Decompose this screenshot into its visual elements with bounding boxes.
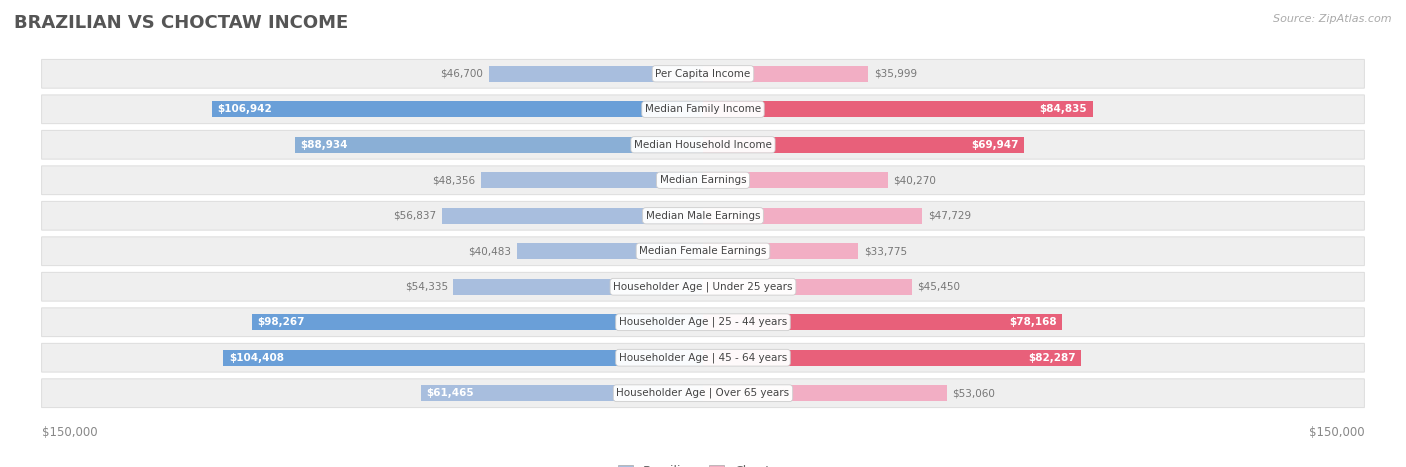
FancyBboxPatch shape: [42, 166, 1364, 195]
Text: $56,837: $56,837: [394, 211, 436, 221]
Bar: [703, 172, 889, 188]
Text: Median Female Earnings: Median Female Earnings: [640, 246, 766, 256]
Text: Median Male Earnings: Median Male Earnings: [645, 211, 761, 221]
Bar: [703, 66, 869, 82]
Bar: [703, 137, 1024, 153]
Text: $40,483: $40,483: [468, 246, 512, 256]
Text: $54,335: $54,335: [405, 282, 449, 292]
Text: $69,947: $69,947: [972, 140, 1019, 150]
FancyBboxPatch shape: [42, 95, 1364, 124]
FancyBboxPatch shape: [42, 130, 1364, 159]
Bar: [481, 172, 703, 188]
Text: BRAZILIAN VS CHOCTAW INCOME: BRAZILIAN VS CHOCTAW INCOME: [14, 14, 349, 32]
Bar: [703, 279, 911, 295]
Bar: [703, 243, 858, 259]
Bar: [420, 385, 703, 401]
Bar: [517, 243, 703, 259]
Text: $150,000: $150,000: [42, 426, 97, 439]
FancyBboxPatch shape: [42, 59, 1364, 88]
Bar: [703, 208, 922, 224]
Text: $84,835: $84,835: [1039, 104, 1087, 114]
FancyBboxPatch shape: [42, 237, 1364, 266]
Text: $61,465: $61,465: [426, 388, 474, 398]
FancyBboxPatch shape: [42, 201, 1364, 230]
Text: $104,408: $104,408: [229, 353, 284, 363]
Text: $150,000: $150,000: [1309, 426, 1364, 439]
Text: Median Family Income: Median Family Income: [645, 104, 761, 114]
Bar: [488, 66, 703, 82]
Bar: [703, 350, 1081, 366]
Text: $35,999: $35,999: [875, 69, 917, 79]
Text: $46,700: $46,700: [440, 69, 484, 79]
Text: $53,060: $53,060: [952, 388, 995, 398]
Text: $106,942: $106,942: [218, 104, 273, 114]
Text: $40,270: $40,270: [893, 175, 936, 185]
Bar: [703, 101, 1092, 117]
Text: Median Household Income: Median Household Income: [634, 140, 772, 150]
Text: $47,729: $47,729: [928, 211, 972, 221]
FancyBboxPatch shape: [42, 379, 1364, 408]
Text: $45,450: $45,450: [917, 282, 960, 292]
FancyBboxPatch shape: [42, 308, 1364, 337]
Text: Source: ZipAtlas.com: Source: ZipAtlas.com: [1274, 14, 1392, 24]
Bar: [703, 385, 946, 401]
Text: Per Capita Income: Per Capita Income: [655, 69, 751, 79]
Bar: [294, 137, 703, 153]
Bar: [224, 350, 703, 366]
Text: Householder Age | 25 - 44 years: Householder Age | 25 - 44 years: [619, 317, 787, 327]
Text: $88,934: $88,934: [299, 140, 347, 150]
Text: Householder Age | 45 - 64 years: Householder Age | 45 - 64 years: [619, 353, 787, 363]
Text: $48,356: $48,356: [432, 175, 475, 185]
FancyBboxPatch shape: [42, 272, 1364, 301]
Bar: [212, 101, 703, 117]
Text: $98,267: $98,267: [257, 317, 305, 327]
Text: Median Earnings: Median Earnings: [659, 175, 747, 185]
Bar: [252, 314, 703, 330]
Bar: [441, 208, 703, 224]
Legend: Brazilian, Choctaw: Brazilian, Choctaw: [613, 460, 793, 467]
Bar: [454, 279, 703, 295]
Text: $33,775: $33,775: [863, 246, 907, 256]
FancyBboxPatch shape: [42, 343, 1364, 372]
Bar: [703, 314, 1062, 330]
Text: $78,168: $78,168: [1010, 317, 1056, 327]
Text: $82,287: $82,287: [1028, 353, 1076, 363]
Text: Householder Age | Over 65 years: Householder Age | Over 65 years: [616, 388, 790, 398]
Text: Householder Age | Under 25 years: Householder Age | Under 25 years: [613, 282, 793, 292]
